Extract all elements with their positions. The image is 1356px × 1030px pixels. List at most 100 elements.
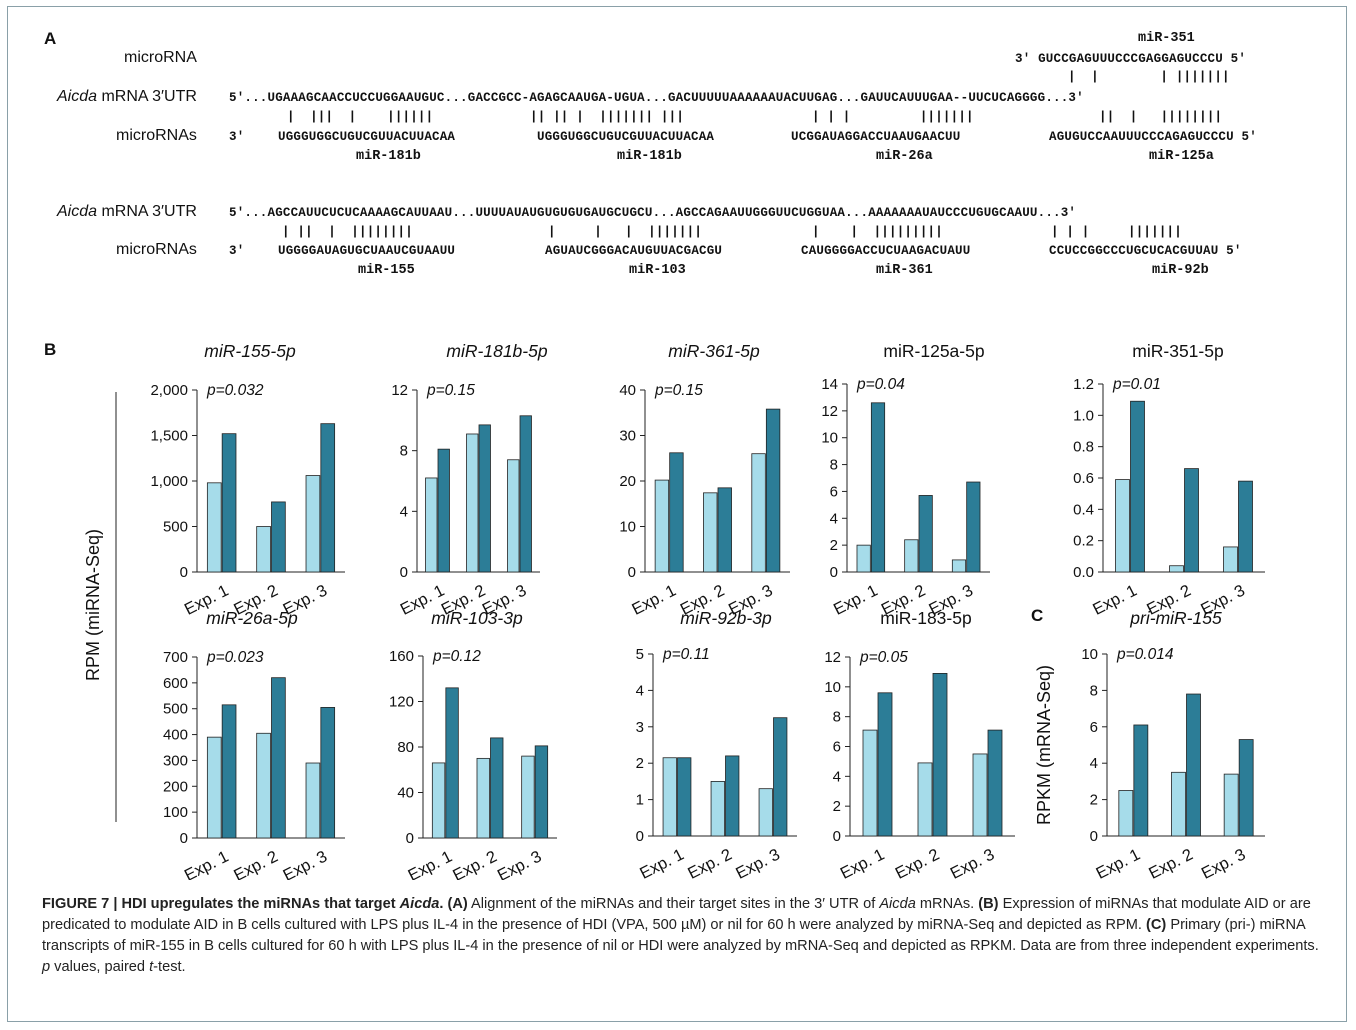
chart-9-ytick-label-3: 6 — [1090, 719, 1098, 736]
chart-8-pvalue: p=0.05 — [859, 649, 908, 666]
mir351-name: miR-351 — [1138, 31, 1195, 46]
chart-5-ytick-label-4: 400 — [163, 727, 188, 744]
mrna-row1: 5′...UGAAAGCAACCUCCUGGAAUGUC...GACCGCC-A… — [229, 91, 1084, 105]
row2-mirna-name-3: miR-92b — [1152, 263, 1209, 278]
panel-a-letter: A — [44, 29, 57, 48]
row2-base-pairs-2: | | ||||||||| — [812, 225, 943, 239]
chart-6-ytick-label-0: 0 — [406, 830, 414, 847]
chart-6-bar-hdi-1 — [490, 737, 504, 839]
chart-7-title: miR-92b-3p — [680, 608, 772, 628]
panel-c-letter: C — [1031, 606, 1044, 625]
chart-7-bar-hdi-1 — [725, 755, 740, 837]
chart-4-ytick-label-3: 0.6 — [1073, 470, 1094, 487]
chart-6-xtick-label-0: Exp. 1 — [405, 848, 455, 880]
panel-b-letter: B — [44, 340, 57, 359]
chart-3-ytick-label-2: 4 — [830, 510, 838, 527]
chart-8-bar-nil-1 — [917, 762, 933, 837]
chart-4-pvalue: p=0.01 — [1112, 376, 1161, 393]
chart-8-title: miR-183-5p — [880, 608, 971, 628]
chart-1-ytick-label-1: 4 — [400, 503, 408, 520]
chart-7-ytick-label-4: 4 — [636, 682, 644, 699]
row2-mirna-seq-3: CAUGGGGACCUCUAAGACUAUU — [801, 244, 971, 258]
chart-5-xtick-label-2: Exp. 3 — [280, 848, 330, 880]
chart-8-xtick-label-0: Exp. 1 — [837, 846, 887, 880]
row1-mirna-name-3: miR-125a — [1149, 149, 1214, 164]
chart-9-bar-hdi-0 — [1133, 724, 1149, 837]
row2-base-pairs-1: | | | ||||||| — [548, 225, 703, 239]
chart-9-ytick-label-5: 10 — [1081, 646, 1098, 663]
chart-8-bar-nil-0 — [862, 729, 878, 837]
chart-9-bar-nil-1 — [1171, 771, 1186, 837]
chart-8-ytick-label-6: 12 — [824, 649, 841, 666]
chart-7-ytick-label-1: 1 — [636, 792, 644, 809]
chart-5-ytick-label-0: 0 — [180, 830, 188, 847]
chart-4-bar-hdi-0 — [1130, 400, 1145, 573]
chart-6-pvalue: p=0.12 — [432, 648, 481, 665]
chart-3-bar-nil-2 — [951, 559, 967, 573]
chart-7-bar-hdi-2 — [773, 717, 788, 837]
chart-9-bar-hdi-1 — [1186, 693, 1201, 837]
row1-mirna-seq-2: UGGGUGGCUGUCGUUACUUACAA — [537, 130, 715, 144]
chart-4-ytick-label-2: 0.4 — [1073, 501, 1094, 518]
chart-5-pvalue: p=0.023 — [206, 649, 264, 666]
chart-1-pvalue: p=0.15 — [426, 382, 475, 399]
chart-6-bar-hdi-0 — [445, 687, 459, 839]
gene-name: Aicda — [57, 88, 98, 105]
row2-mirna-name-2: miR-361 — [876, 263, 933, 278]
row1-mirna-name-2: miR-26a — [876, 149, 933, 164]
chart-2-bar-nil-1 — [703, 492, 718, 573]
chart-6-title: miR-103-3p — [431, 608, 523, 628]
chart-4-ytick-label-5: 1.0 — [1073, 407, 1094, 424]
chart-1-bar-nil-1 — [466, 433, 479, 573]
chart-0-ytick-label-0: 0 — [180, 564, 188, 581]
chart-3-ytick-label-0: 0 — [830, 564, 838, 581]
row2-mirna-name-0: miR-155 — [358, 263, 415, 278]
chart-5-ytick-label-2: 200 — [163, 778, 188, 795]
chart-6-bar-nil-0 — [431, 762, 446, 839]
chart-4-bar-nil-1 — [1169, 565, 1184, 573]
chart-7-bar-nil-0 — [662, 757, 677, 837]
chart-7-pvalue: p=0.11 — [662, 646, 710, 663]
chart-4-bar-hdi-1 — [1184, 468, 1199, 573]
chart-1-ytick-label-0: 0 — [400, 564, 408, 581]
chart-4-ytick-label-0: 0.0 — [1073, 564, 1094, 581]
chart-5-bar-hdi-2 — [320, 707, 336, 839]
chart-2-ytick-label-4: 40 — [619, 382, 636, 399]
charts-svg: miR-155-5pp=0.03205001,0001,5002,000Exp.… — [83, 341, 1265, 880]
label-target-row2: Aicda mRNA 3′UTR — [57, 203, 197, 221]
chart-5-bar-hdi-0 — [221, 704, 237, 839]
chart-3-bar-nil-0 — [856, 544, 871, 573]
row2-mirna-seq-1: UGGGGAUAGUGCUAAUCGUAAUU — [278, 244, 456, 258]
chart-3-ytick-label-5: 10 — [821, 430, 838, 447]
chart-9-pvalue: p=0.014 — [1116, 646, 1174, 663]
chart-9-title: pri-miR-155 — [1129, 608, 1222, 628]
chart-3-bar-nil-1 — [904, 539, 919, 573]
chart-1-bar-hdi-0 — [437, 448, 450, 573]
chart-2-ytick-label-1: 10 — [619, 519, 636, 536]
chart-5-ytick-label-1: 100 — [163, 804, 188, 821]
chart-6-bar-nil-2 — [521, 755, 535, 839]
row1-mirna-name-1: miR-181b — [617, 149, 682, 164]
chart-2-bar-nil-0 — [654, 479, 670, 573]
label-target-rest: mRNA 3′UTR — [97, 88, 197, 105]
chart-1-bar-nil-0 — [425, 477, 438, 573]
chart-7-bar-nil-2 — [758, 788, 773, 837]
chart-8-ytick-label-4: 8 — [833, 709, 841, 726]
chart-5-ytick-label-3: 300 — [163, 752, 188, 769]
chart-2-title: miR-361-5p — [668, 341, 760, 361]
chart-8-xtick-label-2: Exp. 3 — [947, 846, 997, 880]
chart-8-xtick-label-1: Exp. 2 — [892, 846, 942, 880]
chart-9-ytick-label-2: 4 — [1090, 755, 1098, 772]
chart-3-bar-hdi-1 — [918, 495, 933, 573]
chart-2-ytick-label-3: 30 — [619, 428, 636, 445]
label-target-rest: mRNA 3′UTR — [97, 203, 197, 220]
chart-6-xtick-label-1: Exp. 2 — [450, 848, 500, 880]
chart-7-xtick-label-0: Exp. 1 — [637, 846, 687, 880]
chart-9-xtick-label-0: Exp. 1 — [1093, 846, 1143, 880]
chart-0-bar-nil-0 — [206, 482, 222, 573]
chart-4-bar-hdi-2 — [1238, 480, 1253, 573]
row1-mirna-seq-3: UCGGAUAGGACCUAAUGAACUU — [791, 130, 961, 144]
chart-6-bar-hdi-2 — [534, 745, 549, 839]
mir351-sequence: 3′ GUCCGAGUUUCCCGAGGAGUCCCU 5′ — [1015, 52, 1247, 66]
chart-0-bar-nil-2 — [305, 475, 321, 573]
